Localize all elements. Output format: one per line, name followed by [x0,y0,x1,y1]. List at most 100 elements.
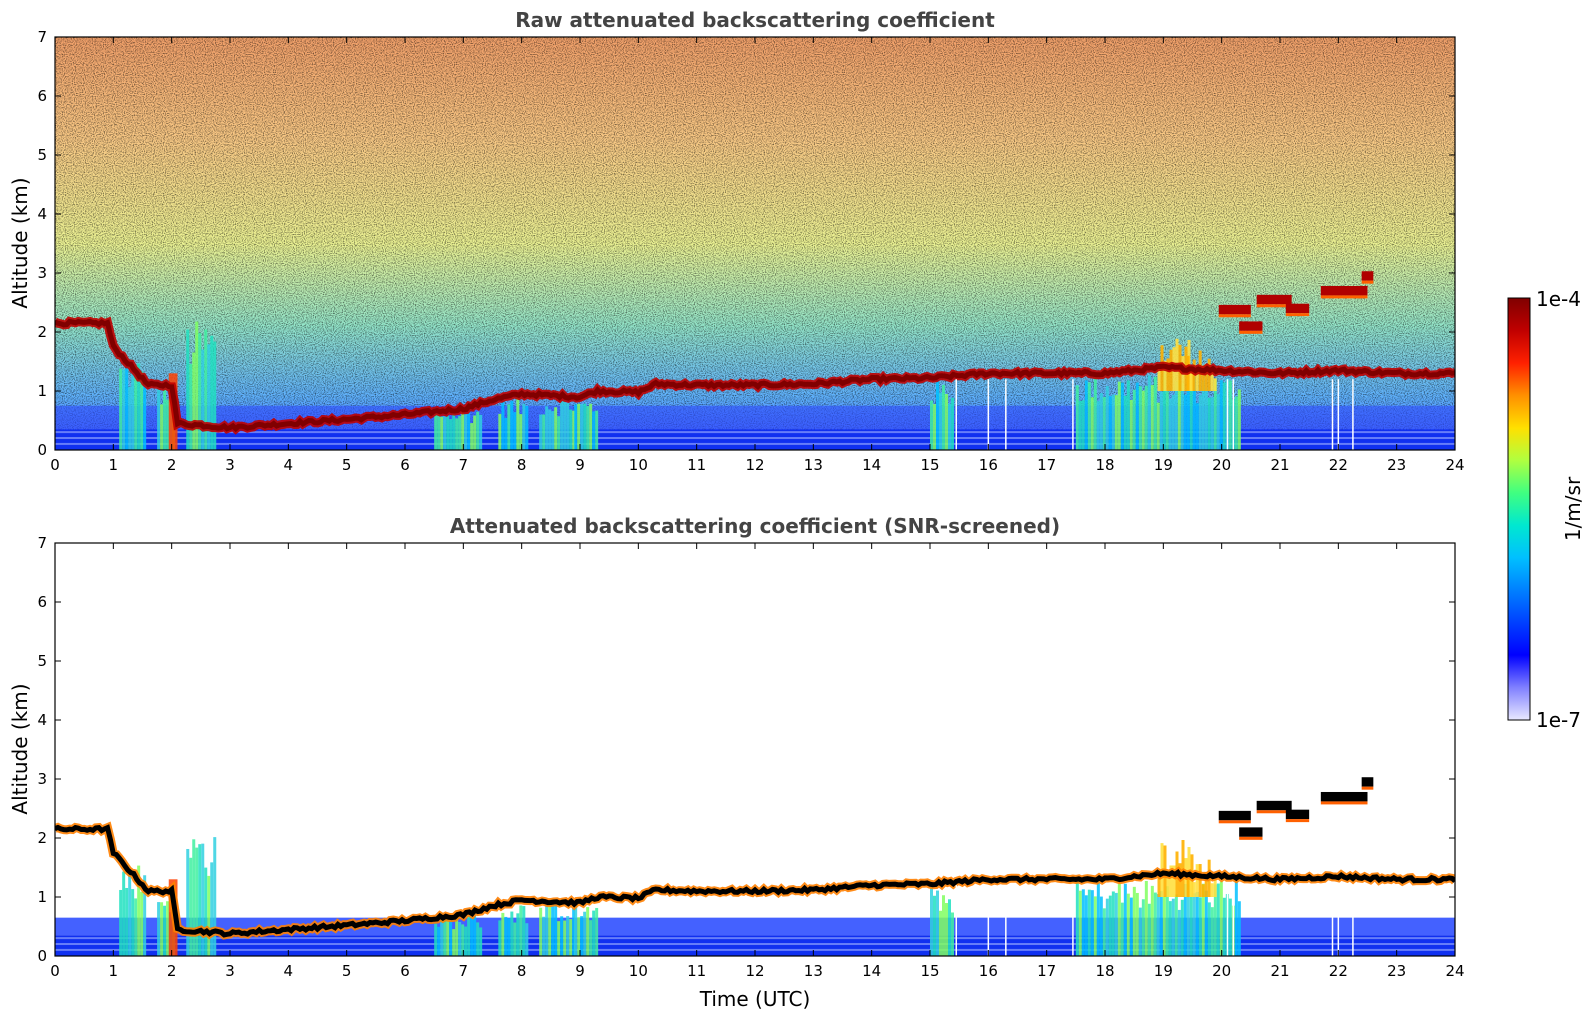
plume-column [1093,375,1097,450]
plume-column [945,903,948,956]
x-tick-label: 13 [804,962,823,980]
plume-column [1186,884,1190,956]
elevated-cloud [1361,271,1374,281]
x-tick-label: 20 [1212,456,1231,474]
plume-column [1135,382,1139,450]
x-tick-label: 6 [400,456,410,474]
plume-column [1157,870,1161,897]
plume-column [1171,898,1175,956]
plume-column [213,341,217,450]
x-tick-label: 10 [629,456,648,474]
plume-column [1210,883,1214,897]
plume-column [1084,380,1088,450]
plume-column [1159,391,1163,450]
elevated-cloud-edge [1361,786,1374,790]
x-tick-label: 11 [687,962,706,980]
elevated-cloud [1218,304,1251,315]
plume-column [140,371,144,450]
plume-column [501,912,505,956]
y-tick-label: 6 [37,87,47,105]
plume-column [1204,871,1208,897]
plume-column [560,400,564,450]
plume-column [1192,893,1196,956]
x-tick-label: 4 [284,456,294,474]
y-tick-label: 3 [37,264,47,282]
x-tick-label: 24 [1445,456,1464,474]
x-tick-label: 20 [1212,962,1231,980]
plume-column [1237,389,1241,450]
y-ticks-raw: 0 1 2 3 4 5 6 7 [37,28,1455,459]
plume-column [516,396,520,450]
surface-streak [55,948,1455,951]
plume-column [501,398,505,450]
plume-column [1111,394,1115,450]
plume-column [551,411,555,450]
x-tick-label: 10 [629,962,648,980]
surface-streak [55,442,1455,445]
plume-column [551,902,555,956]
x-tick-label: 22 [1329,962,1348,980]
plume-column [479,927,483,956]
plume-column [1120,902,1124,956]
plume-column [951,912,954,956]
plume-column [1210,397,1214,450]
y-tick-label: 0 [37,441,47,459]
plume-column [939,392,942,450]
plume-column [134,898,138,956]
plume-column [143,875,147,956]
surface-streak [55,437,1455,440]
plume-column [476,922,480,956]
plume-column [933,895,936,956]
plume-column [198,332,202,450]
plume-column [1165,886,1169,956]
plume-column [1150,385,1154,450]
x-tick-label: 15 [920,456,939,474]
plume-column [1174,894,1178,956]
x-tick-label: 23 [1387,962,1406,980]
plume-column [1234,880,1238,956]
plume-column [195,847,199,956]
elevated-cloud [1239,321,1263,331]
plume-column [933,404,936,450]
plume-column [125,367,129,450]
plume-column [1087,382,1091,450]
plume-column [1204,363,1208,391]
plume-column [137,865,141,956]
colorbar-units-label: 1/m/sr [1561,476,1585,541]
plume-column [1078,890,1082,956]
x-tick-label: 3 [225,456,235,474]
plume-column [592,411,596,450]
plume-column [452,929,456,956]
plume-column [163,386,167,450]
elevated-cloud-edge [1320,295,1368,299]
plume-column [948,403,951,450]
plume-column [1123,883,1127,956]
y-tick-label: 4 [37,711,47,729]
plume-column [510,401,514,450]
x-tick-label: 1 [109,962,119,980]
x-tick-label: 5 [342,962,352,980]
plume-column [125,887,129,956]
plume-column [464,413,468,450]
plume-column [1213,879,1217,897]
plume-column [595,410,599,450]
plume-column [1180,899,1184,956]
plume-column [476,411,480,450]
colorbar-min-label: 1e-7 [1536,708,1581,732]
plume-column [198,844,202,956]
plume-column [1138,907,1142,956]
plume-column [163,905,167,956]
plume-column [1189,386,1193,450]
plume-column [1144,385,1148,450]
x-tick-label: 14 [862,456,881,474]
plume-column [204,867,208,956]
plume-column [1192,376,1196,450]
elevated-cloud-edge [1320,801,1368,805]
plume-column [201,349,205,450]
plume-column [1195,367,1199,391]
plume-column [1078,401,1082,450]
plume-column [563,920,567,956]
plume-column [557,416,561,450]
plume-column [189,363,193,450]
x-tick-label: 8 [517,962,527,980]
